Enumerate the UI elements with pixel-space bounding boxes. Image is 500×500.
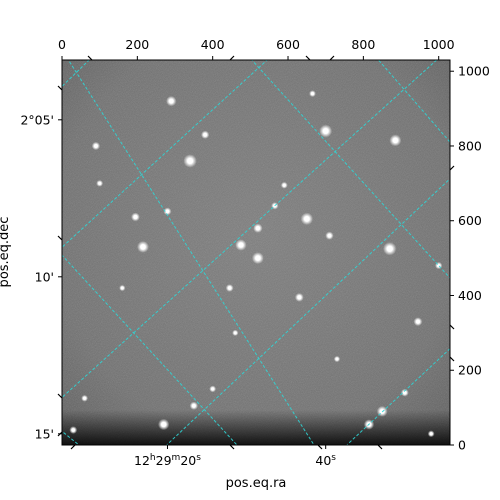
star-core-28 xyxy=(282,183,286,187)
star-core-30 xyxy=(211,387,215,391)
star-core-34 xyxy=(429,432,433,436)
x-tick-label-2: 400 xyxy=(201,37,225,52)
grid-edge-tick-1 xyxy=(57,235,63,241)
dec-axis-left: 2°05' 10' 15' xyxy=(20,112,62,441)
star-core-4 xyxy=(140,244,146,250)
x-tick-label-4: 800 xyxy=(351,37,375,52)
star-core-13 xyxy=(255,226,260,231)
dec-tick-label-0: 2°05' xyxy=(20,112,54,127)
star-core-32 xyxy=(233,331,237,335)
grid-edge-tick-2 xyxy=(57,393,63,399)
grid-line-2 xyxy=(377,60,450,143)
y-tick-label-4: 800 xyxy=(458,138,482,153)
y-pixel-axis-right: 0 200 400 600 800 1000 xyxy=(450,64,490,453)
star-core-5 xyxy=(238,242,244,248)
x-tick-label-3: 600 xyxy=(276,37,300,52)
grid-line-8 xyxy=(165,178,450,445)
grid-edge-tick-8 xyxy=(449,165,455,171)
y-tick-label-5: 1000 xyxy=(458,64,490,79)
x-tick-label-1: 200 xyxy=(125,37,149,52)
star-core-24 xyxy=(83,396,87,400)
star-core-16 xyxy=(416,319,420,324)
grid-edge-tick-3 xyxy=(57,431,63,437)
ra-tick-label-1: 40s xyxy=(315,453,336,468)
star-core-0 xyxy=(187,157,194,164)
x-axis-title: pos.eq.ra xyxy=(226,476,287,491)
grid-edge-ticks xyxy=(57,55,455,450)
star-core-11 xyxy=(133,215,138,219)
x-pixel-axis-top: 0 200 400 600 800 1000 xyxy=(58,37,455,60)
star-core-23 xyxy=(71,428,76,432)
grid-line-3 xyxy=(62,254,238,445)
dec-tick-label-1: 10' xyxy=(35,269,54,284)
grid-edge-tick-10 xyxy=(449,356,455,362)
ra-axis-bottom: 12h29m20s 40s xyxy=(134,445,336,468)
star-core-9 xyxy=(203,132,207,137)
star-core-31 xyxy=(311,92,314,96)
grid-edge-tick-11 xyxy=(70,444,76,450)
grid-edge-tick-9 xyxy=(449,324,455,330)
star-core-29 xyxy=(120,286,124,290)
star-core-3 xyxy=(304,216,310,222)
grid-edge-tick-4 xyxy=(87,55,93,61)
y-tick-label-0: 0 xyxy=(458,438,466,453)
sky-image xyxy=(62,60,450,445)
y-tick-label-1: 200 xyxy=(458,363,482,378)
x-tick-label-0: 0 xyxy=(58,37,66,52)
star-core-15 xyxy=(297,295,302,300)
star-core-10 xyxy=(94,144,98,148)
star-core-1 xyxy=(322,128,329,134)
grid-line-6 xyxy=(62,60,268,248)
grid-line-0 xyxy=(67,60,315,445)
plot-frame xyxy=(61,59,451,446)
dec-tick-label-2: 15' xyxy=(35,426,54,441)
star-field xyxy=(69,90,443,438)
star-core-25 xyxy=(227,286,232,290)
grid-edge-tick-7 xyxy=(329,55,335,61)
y-axis-title: pos.eq.dec xyxy=(0,217,12,288)
ra-tick-label-0: 12h29m20s xyxy=(134,453,201,468)
star-core-21 xyxy=(192,403,196,408)
star-core-14 xyxy=(327,233,332,238)
image-bottom-shadow xyxy=(62,410,450,445)
star-core-17 xyxy=(165,209,170,214)
grid-edge-tick-6 xyxy=(305,55,311,61)
grid-line-7 xyxy=(62,60,90,88)
y-tick-label-3: 600 xyxy=(458,213,482,228)
grid-line-1 xyxy=(251,60,450,279)
grid-edge-tick-5 xyxy=(229,55,235,61)
star-core-6 xyxy=(255,255,261,261)
star-core-7 xyxy=(392,137,398,143)
grid-edge-tick-0 xyxy=(57,85,63,91)
star-core-33 xyxy=(335,357,339,361)
coordinate-grid xyxy=(62,60,450,445)
grid-line-9 xyxy=(346,347,450,445)
grid-edge-tick-13 xyxy=(317,444,323,450)
y-tick-label-2: 400 xyxy=(458,288,482,303)
star-core-8 xyxy=(168,98,174,104)
x-tick-label-5: 1000 xyxy=(423,37,455,52)
star-core-26 xyxy=(98,181,102,185)
grid-edge-tick-14 xyxy=(377,444,383,450)
grid-edge-tick-12 xyxy=(229,444,235,450)
star-core-20 xyxy=(161,421,167,427)
star-core-2 xyxy=(386,245,393,252)
star-core-22 xyxy=(403,390,407,395)
